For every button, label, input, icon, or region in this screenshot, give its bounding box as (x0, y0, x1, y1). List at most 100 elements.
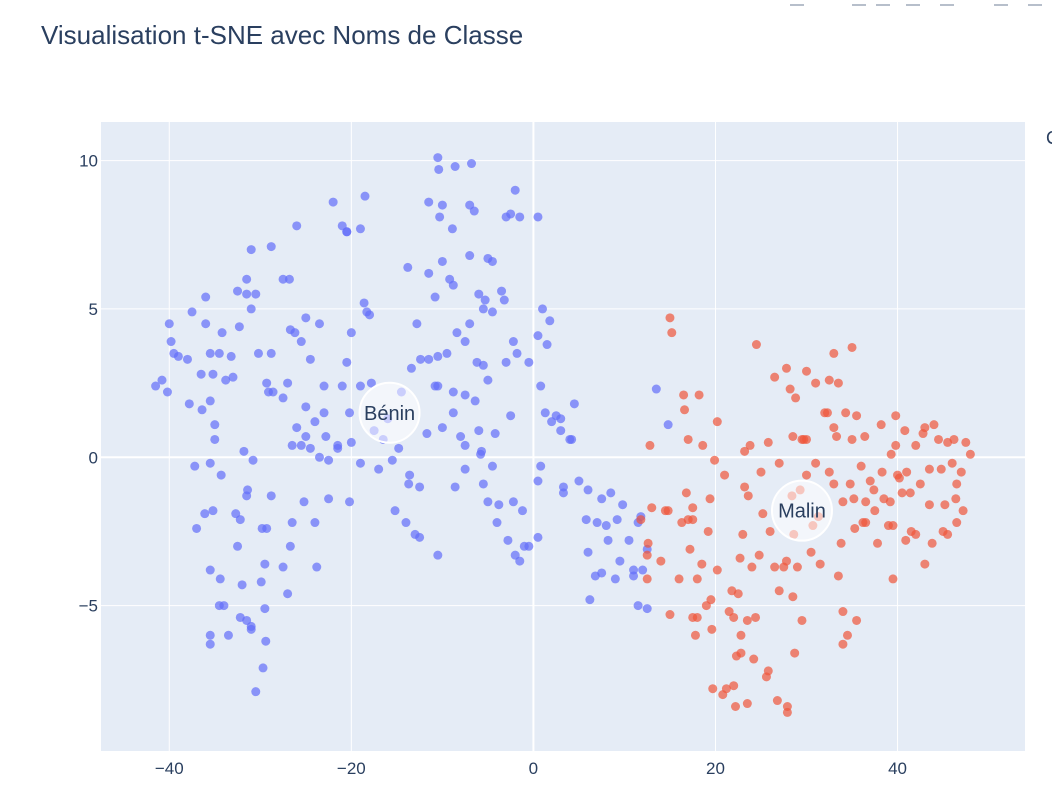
data-point-class0 (569, 399, 579, 409)
autoscale-icon[interactable] (994, 0, 1008, 6)
data-point-class0 (424, 268, 434, 278)
data-point-class0 (215, 574, 225, 584)
data-point-class0 (467, 159, 477, 169)
data-point-class0 (365, 310, 375, 320)
data-point-class0 (474, 426, 484, 436)
data-point-class0 (197, 405, 207, 415)
lasso-icon[interactable] (940, 0, 954, 6)
data-point-class1 (833, 571, 843, 581)
data-point-class0 (268, 387, 278, 397)
data-point-class0 (321, 432, 331, 441)
data-point-class0 (633, 601, 643, 611)
data-point-class0 (478, 304, 488, 314)
data-point-class1 (788, 432, 798, 441)
data-point-class1 (829, 423, 839, 433)
data-point-class1 (897, 488, 907, 498)
data-point-class0 (437, 200, 447, 210)
data-point-class0 (434, 164, 444, 174)
data-point-class1 (924, 464, 934, 474)
data-point-class0 (448, 280, 458, 290)
data-point-class0 (469, 206, 479, 216)
data-point-class1 (642, 574, 652, 584)
data-point-class1 (720, 470, 730, 480)
data-point-class1 (802, 434, 812, 444)
data-point-class0 (556, 426, 566, 436)
data-point-class1 (738, 529, 748, 539)
data-point-class0 (226, 351, 236, 361)
data-point-class0 (260, 604, 270, 614)
reset-axes-icon[interactable] (1028, 0, 1042, 6)
data-point-class1 (829, 348, 839, 358)
data-point-class0 (510, 185, 520, 195)
data-point-class0 (301, 313, 311, 323)
data-point-class0 (610, 574, 620, 584)
data-point-class0 (246, 304, 256, 314)
data-point-class0 (412, 319, 422, 329)
data-point-class0 (499, 295, 509, 305)
data-point-class0 (433, 550, 443, 560)
data-point-class1 (708, 684, 718, 694)
data-point-class0 (233, 286, 243, 296)
data-point-class0 (366, 378, 376, 388)
data-point-class0 (536, 381, 546, 391)
data-point-class0 (401, 518, 411, 528)
data-point-class0 (387, 455, 397, 465)
data-point-class1 (934, 434, 944, 444)
data-point-class0 (296, 337, 306, 347)
camera-icon[interactable] (790, 0, 804, 6)
data-point-class0 (542, 340, 552, 350)
data-point-class0 (314, 452, 324, 462)
data-point-class1 (965, 449, 975, 459)
data-point-class0 (228, 372, 238, 382)
data-point-class1 (891, 440, 901, 450)
data-point-class0 (242, 289, 252, 299)
data-point-class0 (517, 506, 527, 516)
data-point-class1 (956, 467, 966, 477)
data-point-class0 (333, 440, 343, 450)
data-point-class0 (433, 381, 443, 391)
data-point-class1 (797, 615, 807, 625)
data-point-class1 (679, 390, 689, 400)
data-point-class0 (360, 191, 370, 201)
box-select-icon[interactable] (906, 0, 920, 6)
data-point-class1 (710, 455, 720, 465)
zoom-icon[interactable] (852, 0, 866, 6)
data-point-class0 (465, 251, 475, 261)
modebar[interactable] (780, 0, 1052, 8)
data-point-class1 (665, 610, 675, 620)
data-point-class1 (697, 559, 707, 569)
data-point-class0 (278, 562, 288, 572)
data-point-class0 (487, 461, 497, 471)
data-point-class1 (763, 437, 773, 447)
data-point-class1 (703, 526, 713, 536)
data-point-class0 (237, 580, 247, 590)
data-point-class1 (745, 440, 755, 450)
data-point-class1 (729, 612, 739, 622)
data-point-class0 (251, 289, 261, 299)
data-point-class0 (483, 375, 493, 385)
data-point-class0 (283, 589, 293, 599)
data-point-class1 (952, 518, 962, 528)
data-point-class1 (790, 648, 800, 658)
pan-icon[interactable] (876, 0, 890, 6)
data-point-class0 (403, 262, 413, 272)
data-point-class0 (217, 328, 227, 338)
data-point-class1 (902, 467, 912, 477)
data-point-class0 (433, 351, 443, 361)
data-point-class0 (524, 541, 534, 551)
data-point-class1 (847, 434, 857, 444)
data-point-class1 (692, 574, 702, 584)
data-point-class0 (257, 523, 267, 533)
data-point-class0 (478, 479, 488, 489)
data-point-class1 (838, 607, 848, 617)
data-point-class0 (583, 485, 593, 495)
data-point-class0 (433, 153, 443, 163)
data-point-class0 (480, 295, 490, 305)
data-point-class1 (749, 654, 759, 664)
data-point-class0 (460, 440, 470, 450)
data-point-class1 (841, 408, 851, 418)
data-point-class1 (838, 497, 848, 507)
data-point-class1 (740, 482, 750, 492)
class-label: Malin (778, 501, 826, 523)
